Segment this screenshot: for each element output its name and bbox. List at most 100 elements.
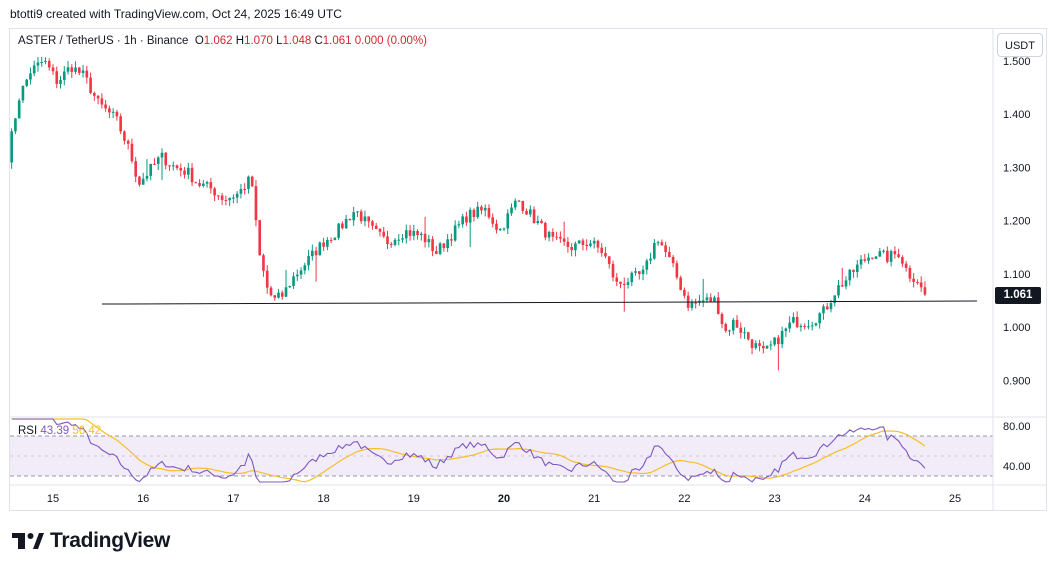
candle-body xyxy=(47,60,51,68)
candle-body xyxy=(190,167,194,183)
candle-body xyxy=(476,206,480,218)
candle-body xyxy=(720,313,724,325)
rsi-line xyxy=(11,418,926,483)
tradingview-logo[interactable]: TradingView xyxy=(12,529,170,553)
candle-body xyxy=(465,216,468,223)
candle-body xyxy=(566,241,570,247)
candle-body xyxy=(179,168,183,171)
candle-body xyxy=(604,253,607,257)
candle-body xyxy=(389,243,393,245)
candle-body xyxy=(547,231,551,238)
candle-body xyxy=(758,343,761,347)
candle-body xyxy=(435,251,438,254)
candle-body xyxy=(461,216,464,225)
candle-body xyxy=(679,277,682,290)
candle-body xyxy=(145,175,149,179)
candle-body xyxy=(660,242,664,246)
candle-body xyxy=(506,213,510,229)
candle-body xyxy=(562,238,566,242)
candle-body xyxy=(171,165,175,167)
candle-body xyxy=(525,210,528,215)
time-axis: 15 16 17 18 19 20 21 22 23 24 25 xyxy=(47,493,961,505)
candle-body xyxy=(85,70,89,78)
candle-body xyxy=(555,236,558,238)
candle-body xyxy=(318,242,322,256)
price-tick-label: 1.500 xyxy=(1003,56,1031,68)
candle-body xyxy=(25,79,29,86)
candle-body xyxy=(89,77,92,93)
candle-body xyxy=(468,209,472,223)
candle-body xyxy=(825,306,829,310)
time-tick-label: 24 xyxy=(859,493,871,505)
price-tick-label: 0.900 xyxy=(1003,375,1031,387)
candle-body xyxy=(333,237,337,240)
rsi-name: RSI xyxy=(18,425,38,437)
candle-body xyxy=(243,188,246,190)
rsi-pane: 80.00 40.00 xyxy=(10,418,1031,483)
candle-body xyxy=(645,260,649,270)
candle-body xyxy=(818,313,822,324)
candle-body xyxy=(431,239,434,252)
candle-body xyxy=(480,206,483,211)
candle-body xyxy=(81,70,85,73)
candle-body xyxy=(416,230,419,236)
price-tick-label: 1.200 xyxy=(1003,216,1031,228)
tradingview-logo-icon xyxy=(12,533,44,549)
candle-body xyxy=(378,229,382,232)
candle-body xyxy=(765,345,769,349)
time-tick-label: 15 xyxy=(47,493,59,505)
candle-body xyxy=(254,186,258,221)
change-value: 0.000 (0.00%) xyxy=(354,35,428,47)
candle-body xyxy=(74,67,77,72)
rsi-tick-label: 40.00 xyxy=(1003,461,1031,473)
candle-body xyxy=(916,281,919,283)
candle-body xyxy=(754,343,758,348)
candle-body xyxy=(273,295,277,298)
candle-body xyxy=(232,197,235,199)
candle-body xyxy=(348,218,352,221)
candle-body xyxy=(100,98,104,105)
candle-body xyxy=(408,230,412,236)
low-key: L xyxy=(276,35,283,47)
candle-body xyxy=(21,85,25,101)
candle-body xyxy=(311,250,314,257)
candle-body xyxy=(168,165,171,167)
candle-body xyxy=(269,287,273,296)
candle-body xyxy=(303,265,307,271)
rsi-tick-label: 80.00 xyxy=(1003,421,1031,433)
candle-body xyxy=(859,259,863,265)
candle-body xyxy=(713,297,716,302)
candle-body xyxy=(780,331,784,345)
candle-body xyxy=(198,183,201,186)
candle-body xyxy=(401,238,404,240)
candle-body xyxy=(532,209,536,224)
candle-body xyxy=(908,267,912,279)
currency-button[interactable]: USDT xyxy=(997,33,1043,57)
candle-body xyxy=(596,240,600,248)
candle-body xyxy=(498,229,502,231)
rsi-value: 43.39 xyxy=(40,425,70,437)
candle-body xyxy=(329,239,333,241)
candle-body xyxy=(750,339,754,348)
candle-body xyxy=(844,280,848,287)
candle-body xyxy=(792,317,795,323)
candle-body xyxy=(295,274,299,277)
symbol-title: ASTER / TetherUS · 1h · Binance xyxy=(18,35,189,47)
candle-body xyxy=(450,239,453,241)
candle-body xyxy=(653,243,656,259)
time-tick-label: 20 xyxy=(498,493,510,505)
candle-body xyxy=(840,285,844,287)
candle-body xyxy=(382,231,386,237)
candle-body xyxy=(265,270,269,288)
candle-body xyxy=(160,152,164,158)
candle-body xyxy=(675,263,679,278)
candle-body xyxy=(731,319,735,331)
candle-body xyxy=(186,167,190,175)
candle-body xyxy=(44,60,47,63)
candle-body xyxy=(247,176,250,190)
candle-body xyxy=(36,62,40,66)
candle-body xyxy=(40,62,44,64)
time-tick-label: 22 xyxy=(678,493,690,505)
candle-body xyxy=(855,264,859,272)
